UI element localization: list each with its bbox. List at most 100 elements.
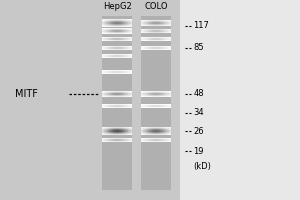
Bar	[126, 129, 127, 130]
Bar	[141, 20, 142, 21]
Bar	[120, 131, 121, 132]
Bar	[126, 134, 127, 135]
Bar	[110, 19, 111, 20]
Bar	[106, 25, 107, 26]
Bar	[160, 132, 161, 133]
Bar	[146, 132, 147, 133]
Bar	[145, 24, 146, 25]
Bar	[158, 128, 159, 129]
Bar	[128, 21, 129, 22]
Bar	[142, 23, 143, 24]
Bar	[114, 19, 115, 20]
Bar	[149, 24, 150, 25]
Bar	[145, 132, 146, 133]
Bar	[163, 25, 164, 26]
Bar	[113, 21, 114, 22]
Bar	[167, 127, 168, 128]
Bar	[154, 24, 155, 25]
Bar	[124, 129, 125, 130]
Bar	[131, 128, 132, 129]
Bar	[147, 127, 148, 128]
Bar	[107, 22, 108, 23]
Bar	[106, 131, 107, 132]
Bar	[107, 134, 108, 135]
Bar	[159, 131, 160, 132]
Bar	[130, 26, 131, 27]
Bar	[119, 21, 120, 22]
Bar	[164, 127, 165, 128]
Bar	[125, 21, 126, 22]
Bar	[102, 19, 103, 20]
Bar	[111, 21, 112, 22]
Bar	[106, 19, 107, 20]
Bar	[145, 133, 146, 134]
Bar	[162, 131, 163, 132]
Bar	[159, 130, 160, 131]
Text: 19: 19	[194, 146, 204, 156]
Bar	[118, 129, 119, 130]
Bar	[169, 23, 170, 24]
Bar	[169, 129, 170, 130]
Bar	[117, 132, 118, 133]
Bar	[122, 128, 123, 129]
Bar	[145, 134, 146, 135]
Bar	[118, 127, 119, 128]
Bar	[112, 19, 113, 20]
Bar	[169, 132, 170, 133]
Bar	[170, 21, 171, 22]
Bar	[168, 129, 169, 130]
Bar	[125, 131, 126, 132]
Bar	[162, 127, 163, 128]
Bar	[118, 22, 119, 23]
Bar	[115, 130, 116, 131]
Bar	[159, 129, 160, 130]
Bar	[156, 21, 157, 22]
Bar	[155, 25, 156, 26]
Bar	[118, 24, 119, 25]
Bar	[112, 128, 113, 129]
Bar	[106, 22, 107, 23]
Bar	[152, 132, 153, 133]
Bar	[125, 133, 126, 134]
Bar	[121, 134, 122, 135]
Bar	[117, 131, 118, 132]
Bar	[105, 19, 106, 20]
Bar	[117, 23, 118, 24]
Bar	[105, 20, 106, 21]
Bar	[103, 22, 104, 23]
Bar	[105, 133, 106, 134]
Bar	[113, 23, 114, 24]
Bar	[147, 128, 148, 129]
Bar	[142, 24, 143, 25]
Bar	[131, 26, 132, 27]
Bar	[146, 21, 147, 22]
Bar	[123, 22, 124, 23]
Bar	[103, 130, 104, 131]
Bar	[126, 133, 127, 134]
Bar	[118, 132, 119, 133]
Bar	[102, 133, 103, 134]
Bar	[118, 25, 119, 26]
Bar	[157, 20, 158, 21]
Bar	[120, 127, 121, 128]
Bar	[107, 19, 108, 20]
Bar	[158, 132, 159, 133]
Bar	[105, 22, 106, 23]
Bar	[114, 21, 115, 22]
Bar	[113, 20, 114, 21]
Bar	[170, 22, 171, 23]
Bar	[146, 25, 147, 26]
Bar	[114, 129, 115, 130]
Bar	[123, 133, 124, 134]
Bar	[161, 25, 162, 26]
Bar	[151, 127, 152, 128]
Bar	[156, 20, 157, 21]
Bar	[117, 133, 118, 134]
Bar	[102, 127, 103, 128]
Bar	[115, 21, 116, 22]
Bar	[144, 23, 145, 24]
Bar	[118, 19, 119, 20]
Bar	[165, 130, 166, 131]
Bar	[118, 131, 119, 132]
Bar	[112, 21, 113, 22]
